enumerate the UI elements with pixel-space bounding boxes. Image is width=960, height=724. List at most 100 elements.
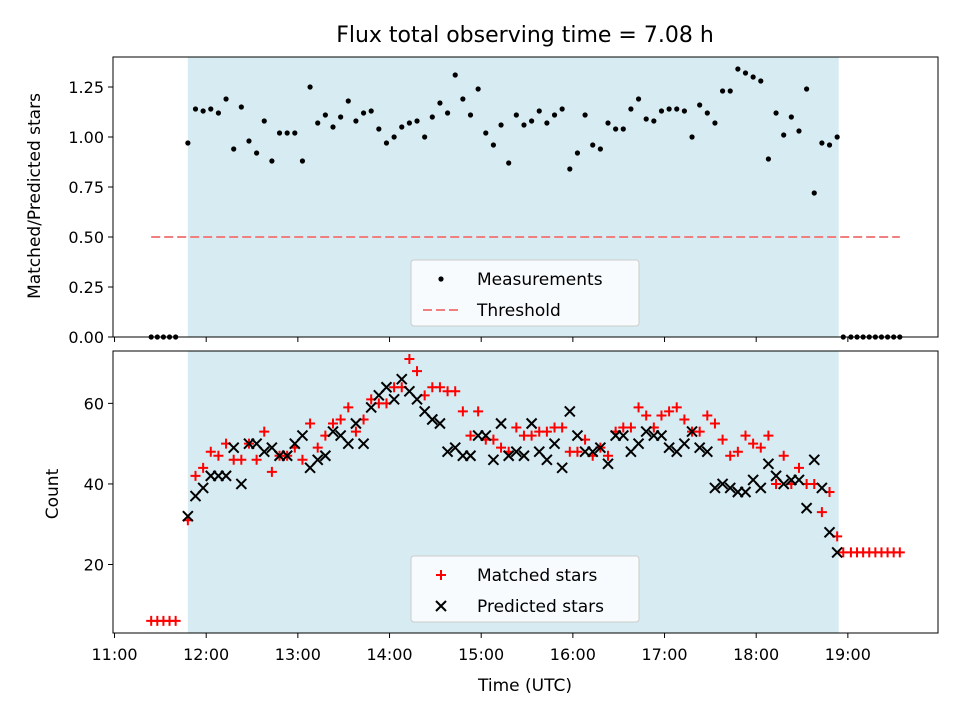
matched-star-point [236, 454, 247, 465]
predicted-star-point [396, 373, 408, 385]
predicted-star-point [755, 482, 767, 494]
matched-star-point [190, 470, 201, 481]
measurement-point [727, 88, 733, 94]
top-y-tick-label: 0.50 [68, 228, 104, 247]
matched-star-point [740, 430, 751, 441]
measurement-point [322, 112, 328, 118]
measurement-point [498, 122, 504, 128]
measurement-point [345, 98, 351, 104]
measurement-point [414, 118, 420, 124]
measurement-point [368, 108, 374, 114]
predicted-star-point [487, 454, 500, 466]
predicted-star-point [510, 446, 523, 458]
predicted-star-point [678, 437, 691, 450]
predicted-star-point [197, 482, 209, 494]
measurement-point [590, 142, 596, 148]
matched-star-point [771, 478, 782, 489]
matched-star-point [312, 442, 323, 453]
predicted-star-point [327, 425, 339, 438]
predicted-star-point [464, 450, 477, 462]
bottom-legend-label: Matched stars [477, 566, 597, 586]
measurement-point [597, 146, 603, 152]
top-legend-label: Threshold [476, 301, 561, 321]
top-y-axis-label: Matched/Predicted stars [25, 93, 45, 299]
predicted-star-point [564, 405, 576, 418]
measurement-point [299, 158, 306, 164]
predicted-star-point [793, 474, 805, 486]
predicted-star-point [777, 478, 790, 490]
predicted-star-point [525, 417, 538, 430]
measurement-point [315, 120, 321, 126]
measurement-point [506, 160, 512, 166]
matched-star-point [259, 426, 270, 437]
predicted-star-point [434, 417, 446, 430]
predicted-star-point [541, 454, 553, 466]
predicted-star-point [518, 450, 530, 462]
matched-star-point [732, 446, 743, 457]
matched-star-point [656, 410, 667, 421]
predicted-star-point [235, 478, 248, 490]
predicted-star-point [441, 446, 454, 458]
measurement-point [804, 86, 810, 92]
predicted-star-point [686, 425, 698, 438]
matched-star-point [541, 426, 552, 437]
predicted-star-point [388, 393, 400, 406]
matched-star-point [816, 507, 827, 518]
measurement-point [704, 110, 710, 116]
predicted-star-point [227, 441, 240, 454]
measurement-point [467, 112, 474, 118]
x-tick-label: 15:00 [458, 645, 504, 664]
predicted-star-point [701, 446, 714, 458]
top-y-tick-label: 0.25 [68, 278, 104, 297]
top-legend: Measurements Threshold [410, 259, 640, 327]
matched-star-point [251, 454, 262, 465]
chart-title: Flux total observing time = 7.08 h [336, 23, 714, 48]
predicted-star-point [800, 502, 813, 514]
predicted-star-point [312, 454, 324, 466]
predicted-star-point [632, 437, 645, 450]
matched-star-point [526, 430, 537, 441]
matched-star-point [603, 450, 613, 461]
plot-layer: 0.00 0.25 0.50 0.75 1.00 1.25 20 40 60 11:00 12:00… [68, 56, 939, 664]
x-tick-label: 12:00 [183, 645, 229, 664]
measurement-point [735, 66, 741, 72]
bottom-plot-frame [112, 350, 939, 634]
predicted-star-point [693, 441, 706, 454]
predicted-star-point [594, 441, 607, 454]
bottom-legend-box [410, 555, 640, 623]
measurement-point [475, 86, 481, 92]
measurement-point [697, 102, 703, 108]
matched-star-point [213, 450, 224, 461]
matched-star-point [709, 418, 720, 429]
predicted-star-point [281, 450, 293, 462]
measurement-point [192, 106, 199, 112]
measurement-point [490, 142, 497, 148]
measurement-point [742, 70, 749, 76]
predicted-star-point [716, 478, 729, 490]
measurement-point [223, 96, 229, 102]
measurement-point [643, 116, 649, 122]
top-legend-box [410, 259, 640, 327]
bottom-y-tick-label: 20 [84, 556, 104, 575]
top-y-tick-label: 0.00 [68, 328, 104, 347]
predicted-star-point [495, 417, 507, 430]
measurement-point [773, 110, 779, 116]
matched-star-point [894, 547, 905, 558]
measurement-point [567, 166, 573, 172]
matched-star-point [450, 386, 461, 397]
matched-star-point [679, 414, 690, 425]
measurement-point [819, 140, 825, 146]
matched-star-point [725, 450, 736, 461]
matched-star-point [664, 406, 675, 417]
predicted-star-point [831, 546, 843, 559]
measurement-point [536, 108, 542, 114]
measurement-point [613, 126, 619, 132]
measurement-point [559, 106, 565, 112]
matched-star-point [778, 450, 789, 461]
matched-star-point [641, 410, 652, 421]
predicted-star-point [258, 446, 270, 458]
measurement-point [826, 142, 833, 148]
predicted-star-point [426, 413, 439, 426]
matched-star-point [434, 382, 445, 393]
